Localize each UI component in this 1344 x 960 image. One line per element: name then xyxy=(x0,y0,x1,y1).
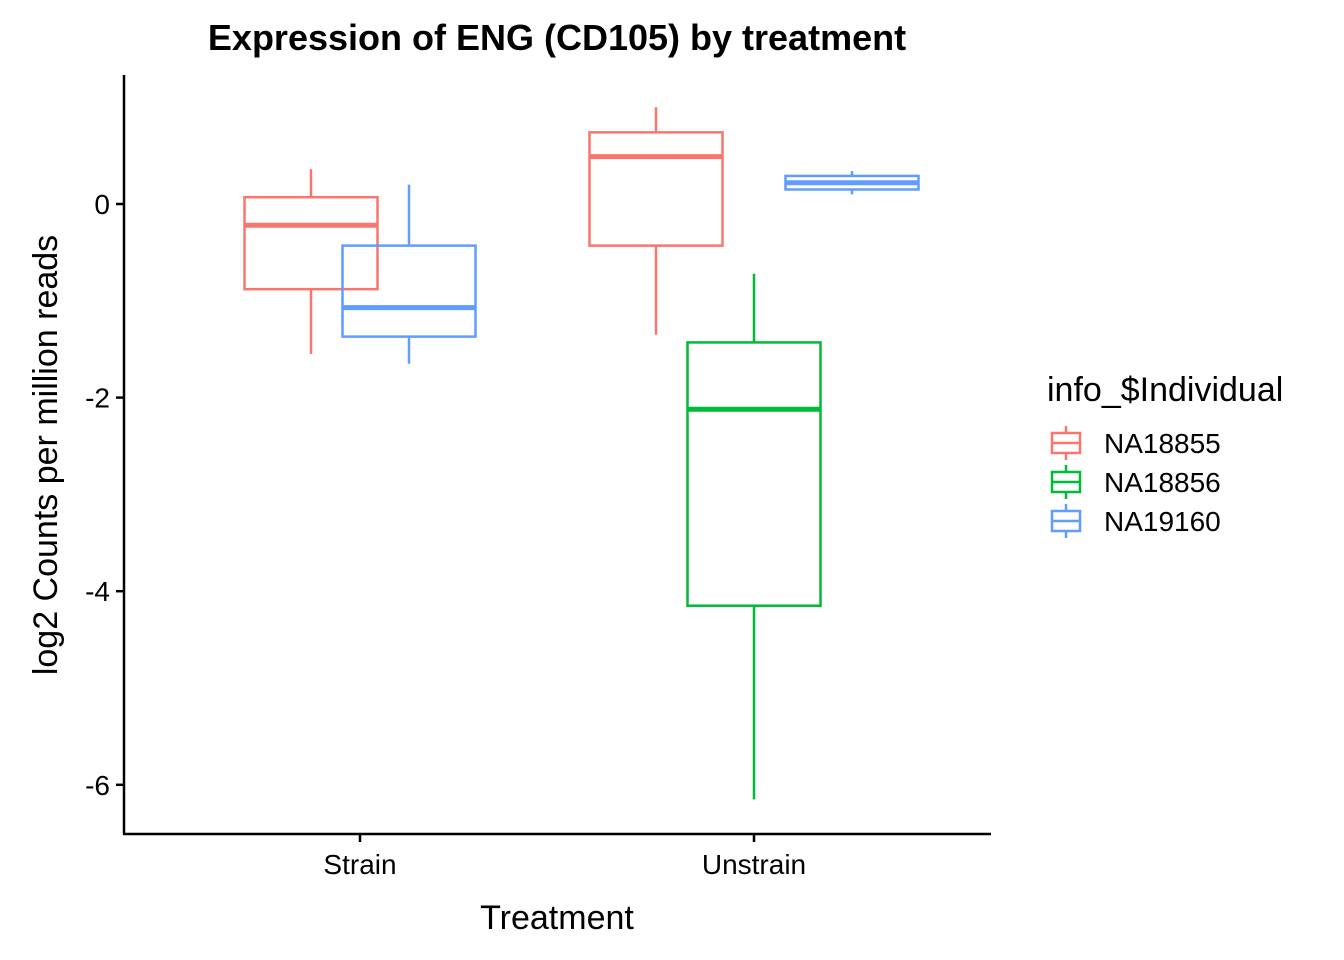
y-tick-label: -2 xyxy=(85,383,110,414)
y-tick-label: 0 xyxy=(94,189,110,220)
x-axis-title: Treatment xyxy=(480,899,634,937)
legend-title: info_$Individual xyxy=(1047,371,1283,409)
box-NA18856-Unstrain xyxy=(686,273,822,800)
x-tick-label: Unstrain xyxy=(702,849,806,880)
legend-label: NA19160 xyxy=(1104,506,1221,537)
chart-title: Expression of ENG (CD105) by treatment xyxy=(208,17,906,58)
box-iqr xyxy=(686,341,822,607)
x-axis: Strain Unstrain xyxy=(123,832,991,880)
x-tick-label: Strain xyxy=(323,849,396,880)
y-tick-label: -6 xyxy=(85,770,110,801)
legend-item-NA18855: NA18855 xyxy=(1050,426,1221,460)
box-iqr xyxy=(588,131,724,247)
box-iqr xyxy=(243,195,379,291)
legend-label: NA18855 xyxy=(1104,428,1221,459)
box-NA18855-Strain xyxy=(243,169,379,355)
y-axis-title: log2 Counts per million reads xyxy=(27,235,65,675)
legend-item-NA18856: NA18856 xyxy=(1050,465,1221,499)
box-NA18855-Unstrain xyxy=(588,107,724,335)
legend-label: NA18856 xyxy=(1104,467,1221,498)
legend-item-NA19160: NA19160 xyxy=(1050,504,1221,538)
box-NA19160-Strain xyxy=(341,184,477,364)
y-tick-label: -4 xyxy=(85,576,110,607)
plot-area xyxy=(243,107,920,800)
box-NA19160-Unstrain xyxy=(784,171,920,195)
box-iqr xyxy=(341,244,477,338)
legend: info_$Individual NA18855 NA18856 NA19160 xyxy=(1047,371,1283,538)
y-axis: 0 -2 -4 -6 xyxy=(85,75,126,834)
